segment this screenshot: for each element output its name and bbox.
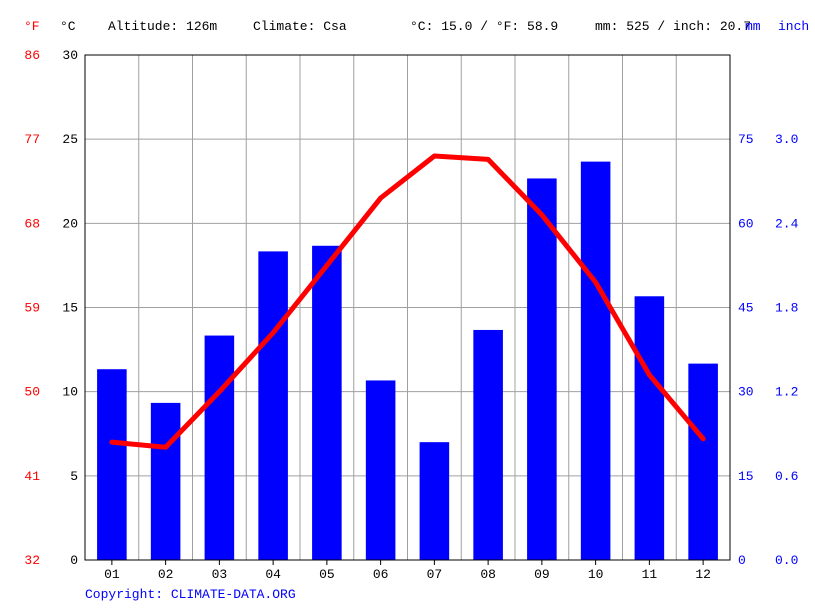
tick-inch: 3.0 — [775, 132, 798, 147]
tick-mm: 75 — [738, 132, 754, 147]
tick-fahrenheit: 68 — [24, 216, 40, 231]
precip-bar — [581, 162, 611, 560]
month-label: 04 — [265, 567, 281, 582]
month-label: 02 — [158, 567, 174, 582]
climate-chart-container: Altitude: 126m Climate: Csa °C: 15.0 / °F:… — [0, 0, 815, 611]
month-label: 09 — [534, 567, 550, 582]
tick-inch: 0.6 — [775, 469, 798, 484]
tick-celsius: 30 — [62, 48, 78, 63]
climate-chart-svg: Altitude: 126m Climate: Csa °C: 15.0 / °F:… — [0, 0, 815, 611]
month-label: 11 — [642, 567, 658, 582]
header-climate: Climate: Csa — [253, 19, 347, 34]
tick-celsius: 10 — [62, 385, 78, 400]
axis-header-mm: mm — [745, 19, 761, 34]
tick-mm: 45 — [738, 301, 754, 316]
precip-bar — [420, 442, 450, 560]
tick-fahrenheit: 77 — [24, 132, 40, 147]
month-label: 12 — [695, 567, 711, 582]
precip-bar — [151, 403, 181, 560]
tick-mm: 60 — [738, 216, 754, 231]
tick-celsius: 15 — [62, 301, 78, 316]
axis-header-f: °F — [24, 19, 40, 34]
axis-header-inch: inch — [778, 19, 809, 34]
tick-inch: 1.2 — [775, 385, 798, 400]
tick-mm: 0 — [738, 553, 746, 568]
tick-fahrenheit: 32 — [24, 553, 40, 568]
month-label: 07 — [427, 567, 443, 582]
copyright-text: Copyright: CLIMATE-DATA.ORG — [85, 587, 296, 602]
header-precip: mm: 525 / inch: 20.7 — [595, 19, 751, 34]
precip-bar — [635, 296, 665, 560]
month-label: 03 — [212, 567, 228, 582]
precip-bar — [97, 369, 127, 560]
precip-bar — [258, 251, 288, 560]
precip-bar — [312, 246, 342, 560]
precip-bar — [527, 178, 557, 560]
header-altitude: Altitude: 126m — [108, 19, 217, 34]
header-temp: °C: 15.0 / °F: 58.9 — [410, 19, 558, 34]
tick-inch: 2.4 — [775, 216, 799, 231]
precip-bar — [205, 336, 235, 560]
precip-bar — [688, 364, 718, 560]
tick-celsius: 25 — [62, 132, 78, 147]
tick-fahrenheit: 86 — [24, 48, 40, 63]
month-label: 06 — [373, 567, 389, 582]
tick-inch: 0.0 — [775, 553, 798, 568]
tick-celsius: 5 — [70, 469, 78, 484]
month-label: 10 — [588, 567, 604, 582]
tick-mm: 15 — [738, 469, 754, 484]
tick-celsius: 20 — [62, 216, 78, 231]
month-label: 05 — [319, 567, 335, 582]
precip-bar — [366, 380, 396, 560]
tick-fahrenheit: 41 — [24, 469, 40, 484]
axis-header-c: °C — [60, 19, 76, 34]
tick-celsius: 0 — [70, 553, 78, 568]
precip-bar — [473, 330, 503, 560]
tick-fahrenheit: 50 — [24, 385, 40, 400]
tick-mm: 30 — [738, 385, 754, 400]
month-label: 08 — [480, 567, 496, 582]
tick-fahrenheit: 59 — [24, 301, 40, 316]
month-label: 01 — [104, 567, 120, 582]
tick-inch: 1.8 — [775, 301, 798, 316]
